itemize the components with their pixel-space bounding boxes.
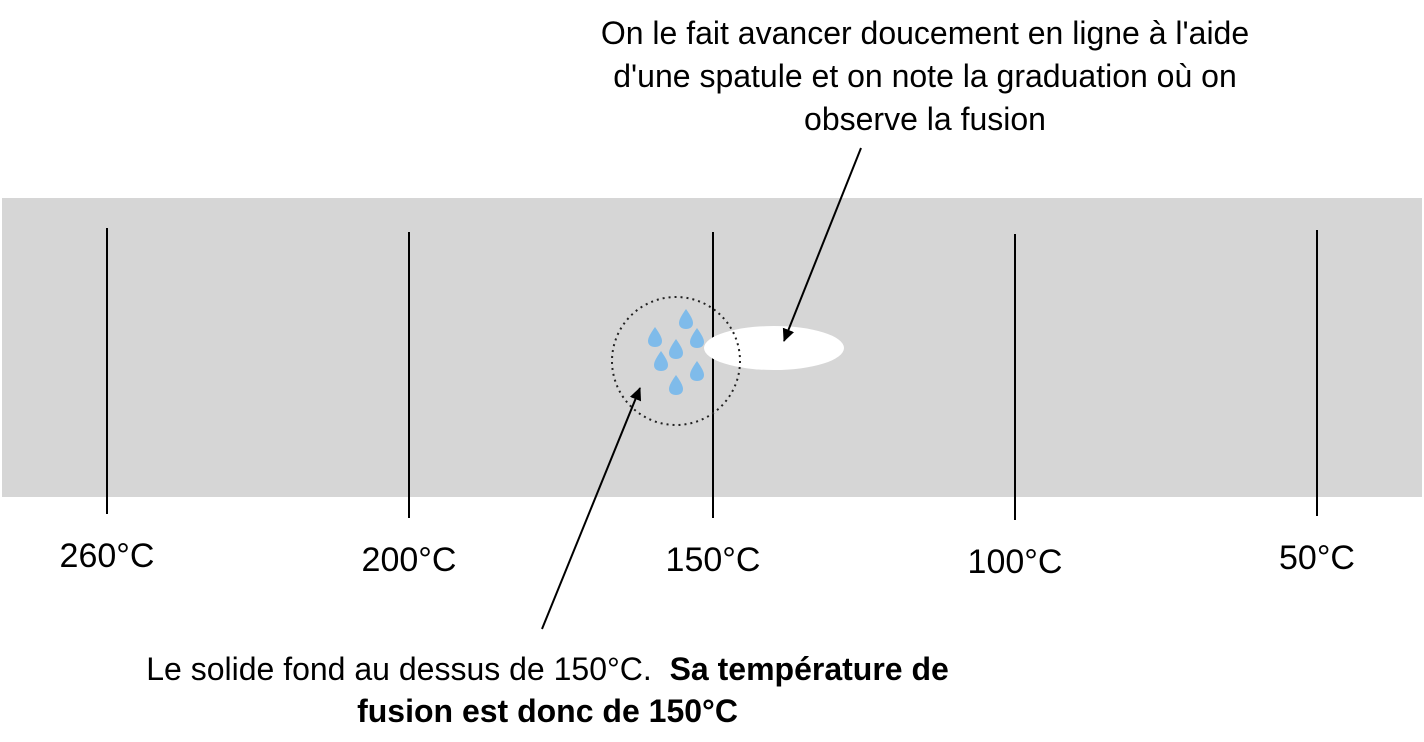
- bottom-annotation: Le solide fond au dessus de 150°C. Sa te…: [70, 648, 1025, 732]
- bottom-annotation-bold-1: Sa température de: [669, 651, 949, 687]
- scale-label-100: 100°C: [967, 543, 1063, 581]
- scale-label-50: 50°C: [1279, 539, 1355, 577]
- water-drop-icon-group: [648, 309, 704, 395]
- arrow-to-solid: [782, 147, 862, 342]
- water-drop-icon: [648, 327, 662, 347]
- scale-label-200: 200°C: [361, 541, 457, 579]
- water-drop-icon: [690, 361, 704, 381]
- bottom-annotation-normal: Le solide fond au dessus de 150°C.: [146, 651, 670, 687]
- solid-sample: [704, 326, 844, 370]
- melting-zone-circle: [611, 296, 741, 426]
- water-drop-icon: [669, 339, 683, 359]
- water-drop-icon: [654, 351, 668, 371]
- scale-label-150: 150°C: [665, 541, 761, 579]
- bottom-annotation-bold-2: fusion est donc de 150°C: [357, 693, 738, 729]
- arrow-to-melting-zone: [541, 387, 642, 630]
- scale-label-260: 260°C: [59, 537, 155, 575]
- water-drop-icon: [690, 328, 704, 348]
- top-annotation-line-1: On le fait avancer doucement en ligne à …: [600, 15, 1250, 51]
- top-annotation: On le fait avancer doucement en ligne à …: [530, 12, 1320, 141]
- top-annotation-line-3: observe la fusion: [804, 101, 1046, 137]
- water-drop-icon: [669, 375, 683, 395]
- water-drop-icon: [679, 309, 693, 329]
- top-annotation-line-2: d'une spatule et on note la graduation o…: [613, 58, 1237, 94]
